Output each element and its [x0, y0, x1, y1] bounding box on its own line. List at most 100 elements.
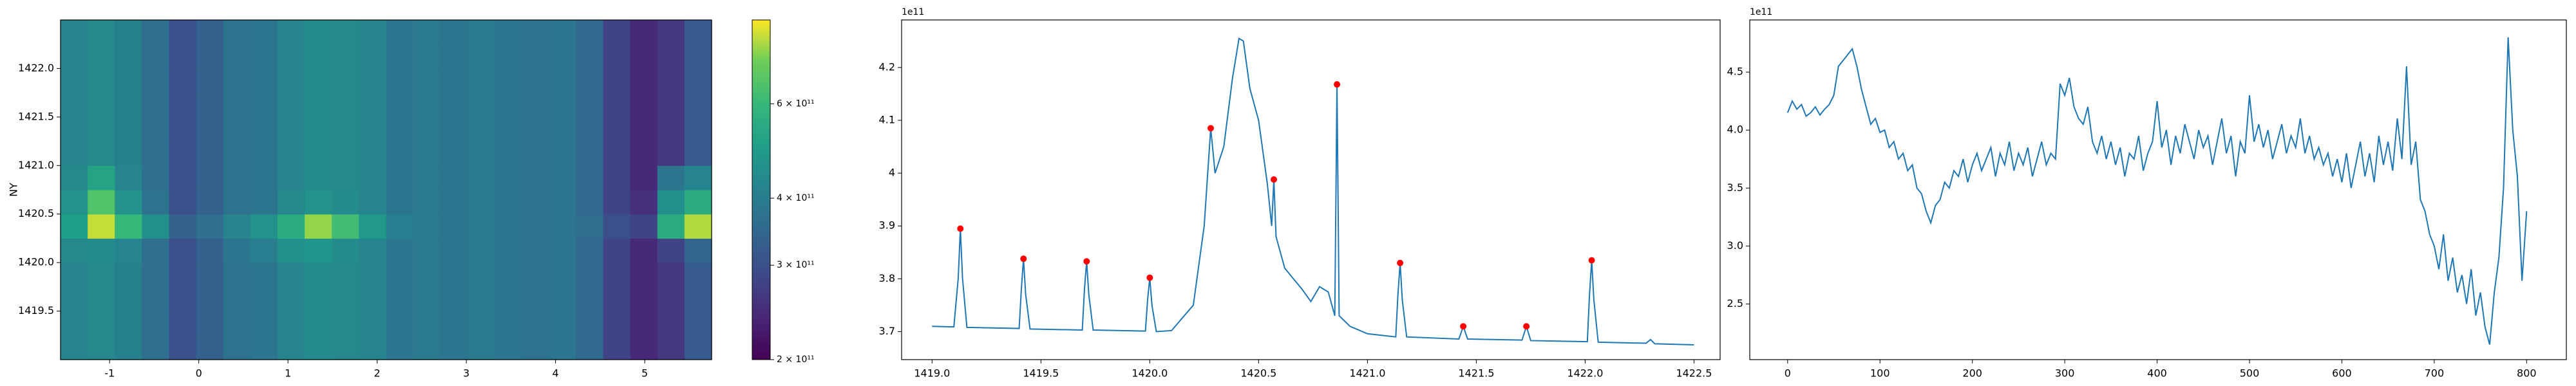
heatmap-cell	[440, 238, 468, 263]
heatmap-cell	[603, 44, 631, 69]
x-tick-label: 500	[2240, 367, 2260, 380]
y-tick-label: 2.5	[1727, 297, 1743, 309]
heatmap-cell	[576, 141, 604, 166]
heatmap-cell	[278, 116, 305, 142]
heatmap-cell	[115, 286, 142, 312]
heatmap-cell	[386, 44, 414, 69]
heatmap-cell	[467, 44, 495, 69]
heatmap-cell	[576, 190, 604, 215]
heatmap-cell	[305, 335, 332, 360]
heatmap-cell	[630, 238, 658, 263]
heatmap-cell	[169, 190, 197, 215]
heatmap-cell	[88, 141, 115, 166]
heatmap-cell	[495, 286, 522, 312]
heatmap-cell	[115, 20, 142, 45]
heatmap-cell	[495, 68, 522, 93]
heatmap-cell	[88, 214, 115, 239]
heatmap-cell	[332, 165, 359, 190]
heatmap-cell	[549, 20, 576, 45]
heatmap-cell	[549, 116, 576, 142]
heatmap-cell	[223, 190, 251, 215]
heatmap-cell	[440, 116, 468, 142]
x-tick-label: 1422.5	[1676, 367, 1712, 380]
heatmap-cell	[495, 165, 522, 190]
heatmap-cell	[495, 44, 522, 69]
heatmap-cell	[332, 190, 359, 215]
heatmap-cell	[332, 116, 359, 142]
heatmap-cell	[278, 311, 305, 336]
heatmap-cell	[467, 68, 495, 93]
heatmap-cell	[603, 116, 631, 142]
heatmap-cell	[684, 311, 712, 336]
x-tick-label: 3	[463, 367, 469, 380]
heatmap-cell	[142, 214, 170, 239]
peak-marker	[1588, 257, 1595, 264]
x-tick-label: 1422.0	[1567, 367, 1603, 380]
heatmap-cell	[250, 116, 278, 142]
x-tick-label: 1421.0	[1349, 367, 1385, 380]
heatmap-cell	[413, 141, 441, 166]
heatmap-cell	[250, 238, 278, 263]
y-tick-label: 4.0	[1727, 124, 1743, 136]
x-tick-label: 400	[2147, 367, 2167, 380]
heatmap-cell	[440, 141, 468, 166]
heatmap-cell	[549, 335, 576, 360]
heatmap-cell	[196, 141, 224, 166]
heatmap-cell	[115, 311, 142, 336]
heatmap-cell	[169, 311, 197, 336]
heatmap-cell	[142, 20, 170, 45]
heatmap-cell	[332, 286, 359, 312]
y-tick-label: 1421.5	[18, 110, 54, 122]
heatmap-cell	[88, 335, 115, 360]
heatmap-cell	[61, 20, 88, 45]
heatmap-cell	[549, 214, 576, 239]
heatmap-cell	[603, 335, 631, 360]
heatmap-cell	[386, 116, 414, 142]
heatmap-cell	[115, 190, 142, 215]
heatmap-cell	[142, 335, 170, 360]
heatmap-cell	[657, 286, 685, 312]
heatmap-cell	[115, 214, 142, 239]
heatmap-cell	[359, 262, 387, 288]
heatmap-cell	[359, 93, 387, 118]
heatmap-cell	[657, 335, 685, 360]
heatmap-cell	[278, 141, 305, 166]
heatmap-cell	[549, 165, 576, 190]
heatmap-cell	[278, 68, 305, 93]
heatmap-cell	[630, 214, 658, 239]
heatmap-cell	[603, 165, 631, 190]
colorbar-tick-label: 6 × 10¹¹	[777, 98, 815, 109]
heatmap-cell	[305, 93, 332, 118]
peak-marker	[1208, 125, 1215, 132]
heatmap-cell	[61, 68, 88, 93]
heatmap-cell	[88, 165, 115, 190]
heatmap-cell	[413, 68, 441, 93]
heatmap-cell	[278, 214, 305, 239]
heatmap-cell	[495, 335, 522, 360]
y-tick-label: 1422.0	[18, 62, 54, 74]
colorbar-tick-label: 3 × 10¹¹	[777, 260, 815, 270]
heatmap-cell	[61, 93, 88, 118]
heatmap-cell	[657, 165, 685, 190]
heatmap-cell	[576, 286, 604, 312]
heatmap-cell	[386, 262, 414, 288]
heatmap-cell	[386, 141, 414, 166]
heatmap-cell	[169, 44, 197, 69]
heatmap-cell	[359, 238, 387, 263]
heatmap-cell	[305, 44, 332, 69]
x-tick-label: 1420.5	[1240, 367, 1276, 380]
heatmap-cell	[196, 93, 224, 118]
heatmap-cell	[196, 44, 224, 69]
heatmap-cell	[278, 286, 305, 312]
heatmap-cell	[278, 262, 305, 288]
x-tick-label: 4	[553, 367, 559, 380]
heatmap-cell	[250, 20, 278, 45]
heatmap-cell	[657, 20, 685, 45]
heatmap-cell	[603, 141, 631, 166]
heatmap-cell	[603, 190, 631, 215]
heatmap-cell	[495, 20, 522, 45]
heatmap-cell	[684, 93, 712, 118]
heatmap-cell	[250, 286, 278, 312]
heatmap-cell	[630, 93, 658, 118]
heatmap-cell	[549, 68, 576, 93]
